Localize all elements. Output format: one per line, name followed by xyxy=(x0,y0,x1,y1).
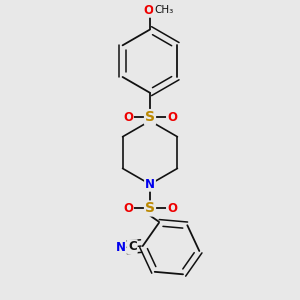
Text: N: N xyxy=(145,178,155,191)
Text: O: O xyxy=(123,110,133,124)
Text: O: O xyxy=(123,202,133,215)
Text: N: N xyxy=(116,241,126,254)
Text: O: O xyxy=(167,202,177,215)
Text: O: O xyxy=(167,110,177,124)
Text: O: O xyxy=(143,4,153,16)
Text: C: C xyxy=(128,240,137,253)
Text: S: S xyxy=(145,202,155,215)
Text: S: S xyxy=(145,110,155,124)
Text: CH₃: CH₃ xyxy=(154,5,173,15)
